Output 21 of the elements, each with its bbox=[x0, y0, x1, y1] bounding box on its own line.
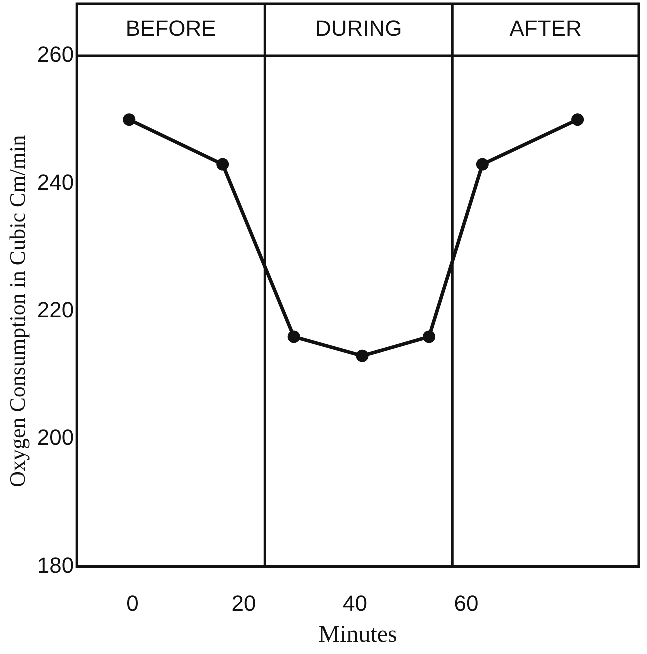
y-axis-title: Oxygen Consumption in Cubic Cm/min bbox=[4, 135, 30, 488]
x-axis-title: Minutes bbox=[318, 622, 398, 648]
point bbox=[423, 330, 436, 344]
x-tick-label: 60 bbox=[454, 591, 479, 616]
y-tick-label: 220 bbox=[37, 297, 74, 322]
point bbox=[123, 114, 136, 126]
point bbox=[216, 158, 230, 171]
y-tick-label: 240 bbox=[37, 170, 74, 195]
point bbox=[288, 330, 300, 344]
point bbox=[476, 158, 489, 171]
y-tick-label: 260 bbox=[37, 42, 74, 68]
text: BEFORE bbox=[126, 16, 216, 42]
y-tick-label: 200 bbox=[37, 425, 74, 450]
text: AFTER bbox=[510, 16, 582, 42]
y-tick-label: 180 bbox=[37, 552, 74, 578]
point bbox=[356, 350, 369, 362]
x-tick-label: 20 bbox=[232, 591, 256, 616]
point bbox=[572, 114, 584, 126]
x-tick-label: 0 bbox=[126, 591, 139, 616]
x-tick-label: 40 bbox=[343, 591, 368, 616]
text: DURING bbox=[315, 16, 402, 42]
